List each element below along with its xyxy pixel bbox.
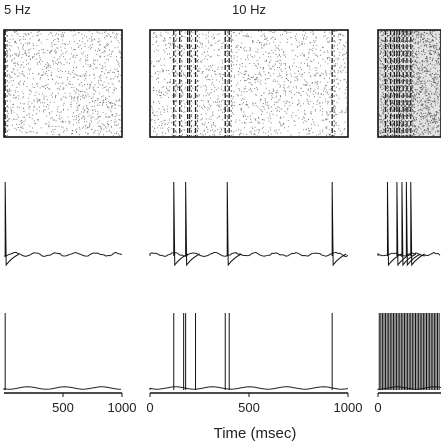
bottom-trace (149, 386, 349, 390)
raster-dots (5, 30, 122, 137)
voltage-trace (377, 251, 441, 257)
column-titles: 5 Hz 10 Hz (4, 2, 266, 17)
voltage-traces (3, 181, 441, 267)
bottom-traces (3, 313, 441, 394)
column-title: 5 Hz (4, 2, 31, 17)
x-tick-label: 0 (146, 400, 153, 415)
x-tick-label: 1000 (108, 400, 137, 415)
voltage-trace (149, 251, 349, 258)
voltage-spike (331, 181, 347, 267)
voltage-spike (396, 181, 412, 267)
raster-panel (149, 29, 349, 138)
raster-panels (3, 29, 441, 138)
voltage-spike (226, 181, 242, 267)
x-tick-label: 1000 (334, 400, 363, 415)
voltage-spike (401, 181, 417, 267)
x-tick-label: 0 (374, 400, 381, 415)
voltage-spike (405, 181, 421, 267)
voltage-spike (4, 181, 20, 267)
raster-dots (151, 30, 348, 137)
raster-frame (149, 29, 349, 138)
x-tick-label: 500 (52, 400, 74, 415)
voltage-spike (410, 181, 425, 267)
raster-panel (3, 29, 123, 138)
voltage-spike (386, 181, 402, 267)
x-tick-label: 500 (238, 400, 260, 415)
bottom-trace (3, 386, 122, 390)
raster-panel (377, 29, 441, 138)
x-ticks: 500 1000 0 500 1000 0 (52, 393, 382, 415)
voltage-trace (3, 251, 123, 258)
x-axis-label: Time (msec) (214, 425, 297, 441)
column-title: 10 Hz (232, 2, 266, 17)
voltage-spike (185, 181, 200, 267)
